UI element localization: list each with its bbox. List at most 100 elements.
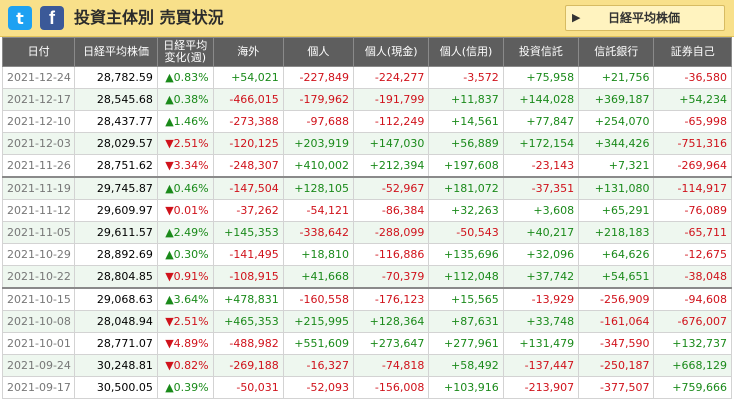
- individual-cash-cell: -288,099: [353, 221, 430, 244]
- change-cell: ▲3.64%: [156, 287, 214, 311]
- date-cell: 2021-10-08: [1, 310, 76, 333]
- individual-cell: +128,105: [282, 176, 355, 200]
- weekly-change-header-text: 日経平均 変化(週): [163, 39, 208, 64]
- date-cell: 2021-11-19: [1, 176, 76, 200]
- individual-cell: +410,002: [282, 154, 355, 178]
- investment-trust-cell: +75,958: [502, 66, 580, 89]
- column-header-nikkei[interactable]: 日経平均株価: [74, 37, 158, 67]
- overseas-cell: -273,388: [212, 110, 284, 133]
- table-row: 2021-11-05 29,611.57 ▲2.49% +145,353 -338,64…: [1, 221, 732, 244]
- column-header-trust-bank[interactable]: 信託銀行: [578, 37, 655, 67]
- investment-trust-cell: -13,929: [502, 287, 580, 311]
- nikkei-cell: 28,545.68: [74, 88, 158, 111]
- investment-trust-cell: -213,907: [502, 376, 580, 399]
- twitter-icon[interactable]: t: [8, 6, 32, 30]
- individual-cash-cell: -70,379: [353, 265, 430, 289]
- individual-margin-cell: +197,608: [428, 154, 504, 178]
- individual-margin-cell: -50,543: [428, 221, 504, 244]
- facebook-icon[interactable]: f: [40, 6, 64, 30]
- nikkei-average-button[interactable]: ▶ 日経平均株価: [565, 5, 725, 31]
- individual-cell: -227,849: [282, 66, 355, 89]
- nikkei-cell: 30,500.05: [74, 376, 158, 399]
- column-header-investment-trust[interactable]: 投資信託: [502, 37, 580, 67]
- individual-cash-cell: -191,799: [353, 88, 430, 111]
- individual-margin-cell: -3,572: [428, 66, 504, 89]
- change-cell: ▼0.91%: [156, 265, 214, 289]
- overseas-cell: -466,015: [212, 88, 284, 111]
- table-row: 2021-10-08 28,048.94 ▼2.51% +465,353 +215,99…: [1, 310, 732, 333]
- nikkei-average-button-label: 日経平均株価: [608, 11, 681, 25]
- individual-margin-cell: +112,048: [428, 265, 504, 289]
- change-cell: ▼4.89%: [156, 332, 214, 355]
- overseas-cell: -147,504: [212, 176, 284, 200]
- overseas-cell: +465,353: [212, 310, 284, 333]
- date-cell: 2021-10-01: [1, 332, 76, 355]
- overseas-cell: +145,353: [212, 221, 284, 244]
- securities-cell: -751,316: [653, 132, 732, 155]
- nikkei-cell: 28,771.07: [74, 332, 158, 355]
- date-cell: 2021-09-24: [1, 354, 76, 377]
- individual-margin-cell: +87,631: [428, 310, 504, 333]
- investment-trust-cell: +32,096: [502, 243, 580, 266]
- individual-cell: -54,121: [282, 199, 355, 222]
- trust-bank-cell: +54,651: [578, 265, 655, 289]
- individual-margin-cell: +181,072: [428, 176, 504, 200]
- individual-cell: +551,609: [282, 332, 355, 355]
- change-cell: ▲0.83%: [156, 66, 214, 89]
- table-row: 2021-09-17 30,500.05 ▲0.39% -50,031 -52,093-…: [1, 376, 732, 399]
- play-arrow-icon: ▶: [572, 11, 581, 24]
- individual-cash-cell: -116,886: [353, 243, 430, 266]
- securities-cell: -38,048: [653, 265, 732, 289]
- securities-cell: -676,007: [653, 310, 732, 333]
- change-cell: ▼2.51%: [156, 310, 214, 333]
- individual-cash-cell: -224,277: [353, 66, 430, 89]
- investment-trust-cell: -37,351: [502, 176, 580, 200]
- trust-bank-cell: +7,321: [578, 154, 655, 178]
- column-header-securities[interactable]: 証券自己: [653, 37, 732, 67]
- page-title: 投資主体別 売買状況: [74, 8, 224, 27]
- column-header-individual[interactable]: 個人: [282, 37, 355, 67]
- individual-margin-cell: +103,916: [428, 376, 504, 399]
- individual-margin-cell: +58,492: [428, 354, 504, 377]
- individual-cash-cell: -176,123: [353, 287, 430, 311]
- trust-bank-cell: +21,756: [578, 66, 655, 89]
- table-row: 2021-12-17 28,545.68 ▲0.38% -466,015 -179,96…: [1, 88, 732, 111]
- securities-cell: -36,580: [653, 66, 732, 89]
- column-header-individual-margin[interactable]: 個人(信用): [428, 37, 504, 67]
- securities-cell: -76,089: [653, 199, 732, 222]
- column-header-weekly-change[interactable]: 日経平均 変化(週): [156, 37, 214, 67]
- investment-trust-cell: +3,608: [502, 199, 580, 222]
- table-body: 2021-12-24 28,782.59 ▲0.83% +54,021 -227,849…: [1, 66, 732, 399]
- individual-cell: +18,810: [282, 243, 355, 266]
- nikkei-cell: 28,751.62: [74, 154, 158, 178]
- header-row: 日付 日経平均株価 日経平均 変化(週) 海外 個人 個人(現金) 個人(信用)…: [1, 37, 732, 67]
- overseas-cell: -248,307: [212, 154, 284, 178]
- individual-cash-cell: +147,030: [353, 132, 430, 155]
- nikkei-cell: 28,804.85: [74, 265, 158, 289]
- individual-margin-cell: +56,889: [428, 132, 504, 155]
- investment-trust-cell: +144,028: [502, 88, 580, 111]
- column-header-date[interactable]: 日付: [1, 37, 76, 67]
- securities-cell: -114,917: [653, 176, 732, 200]
- overseas-cell: -37,262: [212, 199, 284, 222]
- change-cell: ▼2.51%: [156, 132, 214, 155]
- date-cell: 2021-11-26: [1, 154, 76, 178]
- securities-cell: +54,234: [653, 88, 732, 111]
- trust-bank-cell: +254,070: [578, 110, 655, 133]
- header-bar: t f 投資主体別 売買状況 ▶ 日経平均株価: [0, 0, 734, 37]
- securities-cell: -12,675: [653, 243, 732, 266]
- column-header-individual-cash[interactable]: 個人(現金): [353, 37, 430, 67]
- table-row: 2021-12-03 28,029.57 ▼2.51% -120,125 +203,91…: [1, 132, 732, 155]
- change-cell: ▼3.34%: [156, 154, 214, 178]
- nikkei-cell: 30,248.81: [74, 354, 158, 377]
- securities-cell: +759,666: [653, 376, 732, 399]
- individual-cash-cell: +212,394: [353, 154, 430, 178]
- investment-trust-cell: +40,217: [502, 221, 580, 244]
- individual-margin-cell: +15,565: [428, 287, 504, 311]
- overseas-cell: -141,495: [212, 243, 284, 266]
- investment-trust-cell: +131,479: [502, 332, 580, 355]
- overseas-cell: +54,021: [212, 66, 284, 89]
- column-header-overseas[interactable]: 海外: [212, 37, 284, 67]
- individual-cell: +203,919: [282, 132, 355, 155]
- overseas-cell: -50,031: [212, 376, 284, 399]
